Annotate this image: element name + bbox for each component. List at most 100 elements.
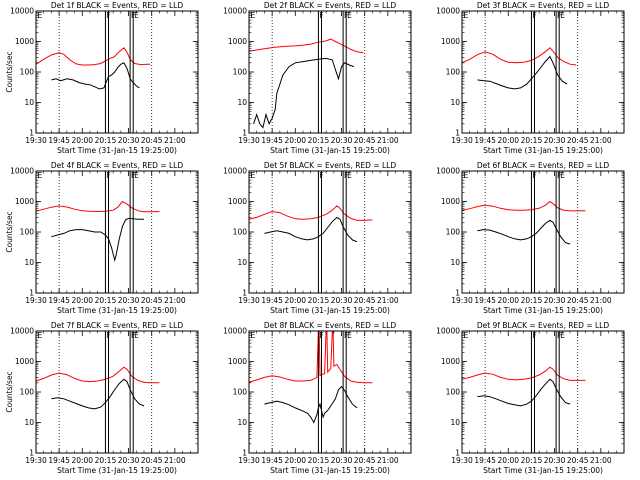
y-tick-label: 100 bbox=[20, 228, 35, 237]
marker-letter: F bbox=[319, 331, 323, 340]
x-tick-label: 20:45 bbox=[567, 456, 589, 465]
marker-letter: F bbox=[131, 331, 135, 340]
x-axis-ticks: 19:30 19:45 20:00 20:15 20:30 20:45 21:00 bbox=[451, 11, 617, 145]
x-axis-label: Start Time (31-Jan-15 19:25:00) bbox=[270, 146, 390, 155]
x-axis-ticks: 19:30 19:45 20:00 20:15 20:30 20:45 21:00 bbox=[238, 171, 404, 305]
x-tick-label: 20:15 bbox=[95, 456, 117, 465]
marker-letter: E bbox=[464, 171, 469, 180]
plot-frame bbox=[35, 10, 199, 134]
lld-series-line bbox=[462, 366, 586, 381]
x-tick-label: 20:30 bbox=[331, 296, 353, 305]
interval-marker-lines bbox=[317, 171, 347, 293]
lld-series-line bbox=[249, 205, 373, 221]
plot-frame bbox=[461, 170, 625, 294]
y-tick-label: 10000 bbox=[223, 7, 247, 16]
y-axis-label: Counts/sec bbox=[5, 51, 14, 92]
y-tick-label: 10 bbox=[237, 418, 247, 427]
x-tick-label: 19:30 bbox=[451, 296, 473, 305]
chart-title: Det 2f BLACK = Events, RED = LLD bbox=[264, 1, 397, 10]
marker-letter: E bbox=[347, 171, 352, 180]
x-tick-label: 19:30 bbox=[451, 136, 473, 145]
x-tick-label: 20:00 bbox=[497, 296, 519, 305]
interval-marker-lines bbox=[530, 11, 560, 133]
dotted-marker-lines bbox=[484, 11, 579, 133]
x-axis-label: Start Time (31-Jan-15 19:25:00) bbox=[270, 466, 390, 475]
x-tick-label: 20:15 bbox=[521, 296, 543, 305]
x-tick-label: 19:45 bbox=[48, 456, 70, 465]
x-tick-label: 20:30 bbox=[118, 296, 140, 305]
marker-letter: E bbox=[38, 331, 43, 340]
chart-title: Det 4f BLACK = Events, RED = LLD bbox=[51, 161, 184, 170]
x-axis-label: Start Time (31-Jan-15 19:25:00) bbox=[270, 306, 390, 315]
x-axis-label: Start Time (31-Jan-15 19:25:00) bbox=[57, 146, 177, 155]
x-tick-label: 20:00 bbox=[284, 136, 306, 145]
x-tick-label: 19:30 bbox=[238, 296, 260, 305]
x-tick-label: 20:30 bbox=[118, 456, 140, 465]
x-tick-label: 19:45 bbox=[48, 296, 70, 305]
series-lines bbox=[36, 366, 160, 410]
lld-series-line bbox=[36, 366, 160, 384]
y-tick-label: 10000 bbox=[223, 327, 247, 336]
x-tick-label: 19:30 bbox=[238, 136, 260, 145]
dotted-marker-lines bbox=[58, 331, 153, 453]
chart-title: Det 9f BLACK = Events, RED = LLD bbox=[477, 321, 610, 330]
x-tick-label: 19:45 bbox=[474, 136, 496, 145]
y-tick-label: 100 bbox=[233, 228, 248, 237]
plot-frame bbox=[248, 170, 412, 294]
x-tick-label: 19:45 bbox=[261, 136, 283, 145]
y-tick-label: 1 bbox=[242, 129, 247, 138]
interval-marker-lines bbox=[104, 11, 134, 133]
marker-letter: E bbox=[134, 171, 139, 180]
x-tick-label: 20:15 bbox=[95, 296, 117, 305]
x-tick-label: 20:00 bbox=[284, 456, 306, 465]
y-axis-ticks: 1 10 100 1000 10000 bbox=[223, 167, 411, 298]
y-tick-label: 10 bbox=[24, 98, 34, 107]
series-lines bbox=[249, 38, 364, 129]
marker-letter: F bbox=[344, 11, 348, 20]
y-axis-ticks: 1 10 100 1000 10000 bbox=[10, 327, 198, 458]
events-series-line bbox=[477, 55, 568, 90]
events-series-line bbox=[51, 62, 140, 90]
marker-letter: E bbox=[560, 11, 565, 20]
y-tick-label: 1000 bbox=[228, 37, 247, 46]
lld-series-line bbox=[36, 200, 160, 213]
x-tick-label: 21:00 bbox=[377, 456, 399, 465]
series-lines bbox=[462, 366, 586, 407]
y-tick-label: 10000 bbox=[223, 167, 247, 176]
x-tick-label: 21:00 bbox=[377, 136, 399, 145]
marker-letter: F bbox=[106, 331, 110, 340]
marker-letter: E bbox=[464, 11, 469, 20]
y-axis-ticks: 1 10 100 1000 10000 bbox=[10, 7, 198, 138]
lld-series-line bbox=[249, 38, 364, 54]
x-tick-label: 20:00 bbox=[71, 456, 93, 465]
y-tick-label: 100 bbox=[20, 388, 35, 397]
y-axis-ticks: 1 10 100 1000 10000 bbox=[223, 327, 411, 458]
marker-letter: E bbox=[134, 11, 139, 20]
x-tick-label: 19:30 bbox=[451, 456, 473, 465]
x-tick-label: 20:00 bbox=[71, 296, 93, 305]
y-tick-label: 10 bbox=[450, 418, 460, 427]
y-tick-label: 100 bbox=[446, 388, 461, 397]
interval-marker-lines bbox=[530, 171, 560, 293]
marker-letter: E bbox=[38, 11, 43, 20]
y-tick-label: 1 bbox=[455, 449, 460, 458]
plot-frame bbox=[461, 330, 625, 454]
interval-marker-lines bbox=[317, 11, 347, 133]
x-tick-label: 20:45 bbox=[354, 456, 376, 465]
interval-marker-lines bbox=[317, 331, 347, 453]
x-axis-label: Start Time (31-Jan-15 19:25:00) bbox=[483, 466, 603, 475]
y-tick-label: 1 bbox=[455, 289, 460, 298]
marker-letter: F bbox=[106, 171, 110, 180]
series-lines bbox=[462, 200, 586, 245]
marker-letter: E bbox=[347, 331, 352, 340]
x-axis-ticks: 19:30 19:45 20:00 20:15 20:30 20:45 21:00 bbox=[25, 171, 191, 305]
events-series-line bbox=[264, 385, 358, 424]
plot-frame bbox=[35, 170, 199, 294]
x-tick-label: 20:30 bbox=[544, 296, 566, 305]
y-tick-label: 10000 bbox=[10, 7, 34, 16]
y-tick-label: 10000 bbox=[436, 7, 460, 16]
y-tick-label: 1000 bbox=[15, 37, 34, 46]
x-tick-label: 20:30 bbox=[331, 456, 353, 465]
